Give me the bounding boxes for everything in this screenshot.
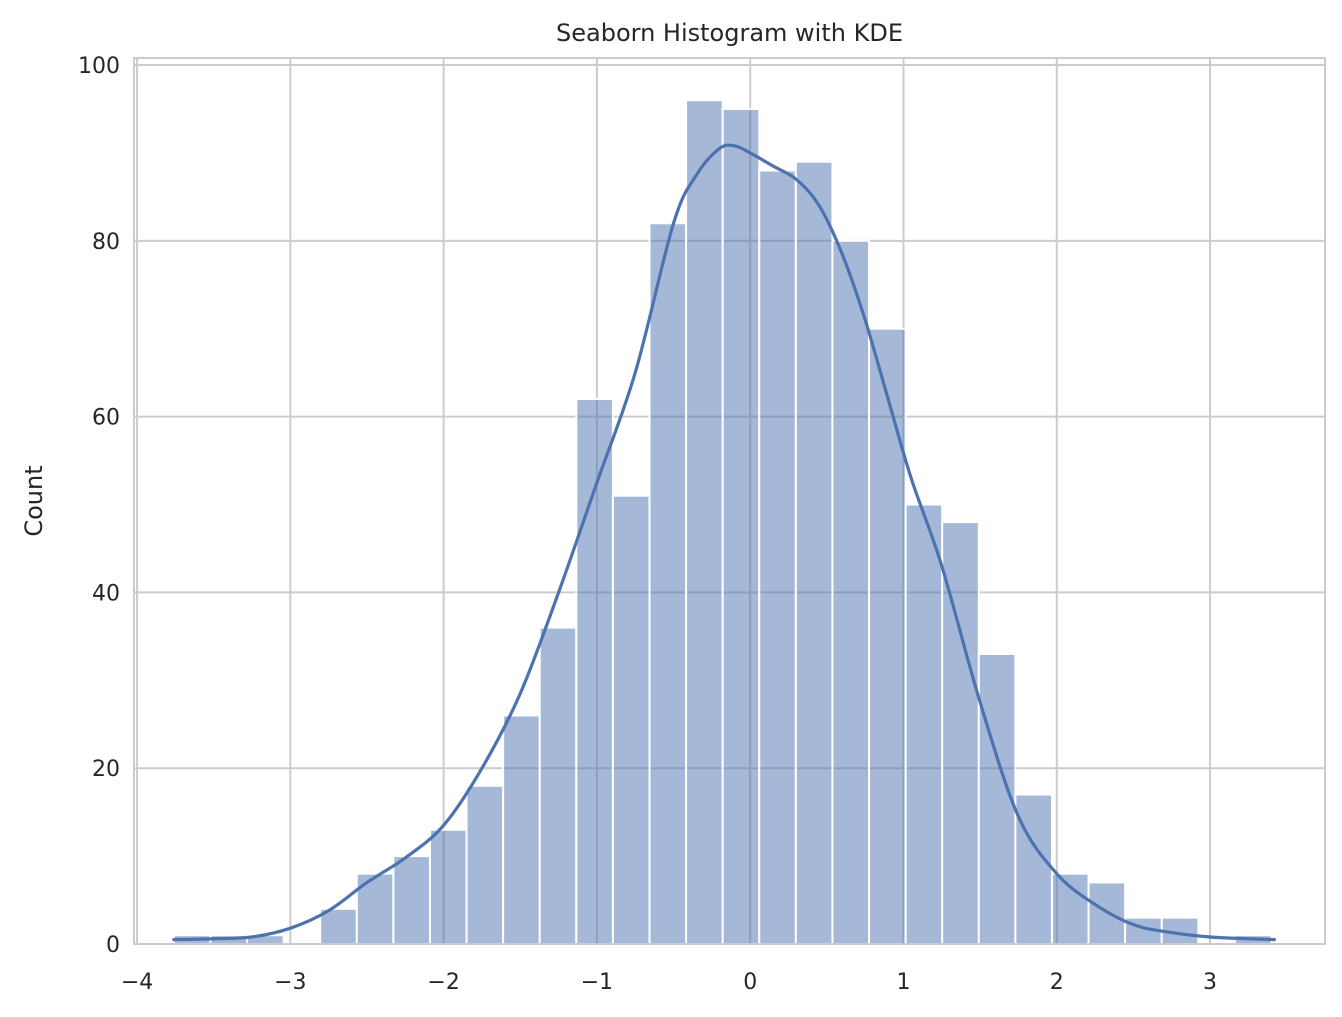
kde-line: [172, 143, 1277, 942]
y-tick-label: 40: [92, 581, 120, 606]
histogram-bar: [648, 222, 688, 945]
histogram-bar: [611, 494, 651, 945]
histogram-bar: [1014, 793, 1053, 945]
histogram-bar: [575, 398, 614, 945]
y-tick-labels: 0 20 40 60 80 100: [78, 54, 120, 958]
y-tick-label: 100: [78, 54, 120, 79]
x-tick-label: −1: [581, 970, 613, 995]
y-tick-label: 20: [92, 757, 120, 782]
x-tick-label: −2: [427, 970, 459, 995]
x-tick-labels: −4 −3 −2 −1 0 1 2 3: [121, 970, 1217, 995]
axes-frame: [133, 57, 1326, 945]
x-tick-label: 3: [1203, 970, 1217, 995]
y-tick-label: 80: [92, 230, 120, 255]
histogram-bar: [977, 652, 1017, 945]
histogram-bar: [1050, 872, 1090, 946]
histogram-bar: [465, 784, 505, 945]
histogram-bar: [392, 855, 431, 945]
y-axis-label: Count: [20, 465, 48, 536]
x-tick-label: −3: [274, 970, 306, 995]
x-tick-label: 2: [1050, 970, 1064, 995]
x-tick-label: 0: [743, 970, 757, 995]
histogram-bar: [721, 107, 761, 945]
histogram-bar: [758, 169, 797, 945]
histogram-bar: [794, 160, 834, 945]
histogram-bar: [685, 99, 724, 945]
y-tick-label: 0: [106, 933, 120, 958]
histogram-bar: [831, 239, 871, 946]
histogram-bar: [428, 828, 468, 946]
chart-title: Seaborn Histogram with KDE: [556, 19, 903, 47]
x-tick-label: −4: [121, 970, 153, 995]
histogram-bar: [502, 714, 541, 946]
histogram-bar: [538, 626, 578, 945]
histogram-bar: [904, 503, 944, 945]
x-tick-label: 1: [896, 970, 910, 995]
histogram-bar: [868, 327, 907, 945]
histogram-bars: [172, 99, 1273, 946]
y-tick-label: 60: [92, 406, 120, 431]
